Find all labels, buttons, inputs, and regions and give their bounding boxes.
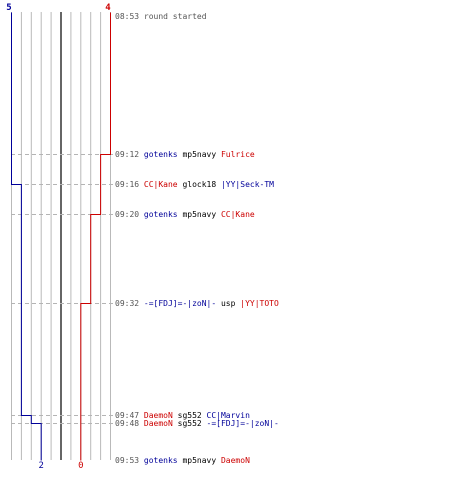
event-time: 09:53 bbox=[115, 456, 144, 465]
red-team-line bbox=[80, 12, 111, 461]
event-time: 09:12 bbox=[115, 150, 144, 159]
event-text-part: CC|Marvin bbox=[207, 411, 251, 420]
blue-team-line bbox=[11, 12, 42, 461]
event-row: 09:16 CC|Kane glock18 |YY|Seck-TM bbox=[115, 180, 274, 189]
event-text-part: sg552 bbox=[173, 419, 207, 428]
event-row: 09:48 DaemoN sg552 -=[FDJ]=-|zoN|- bbox=[115, 419, 279, 428]
team-count-labels: 5 2 4 0 bbox=[6, 3, 111, 471]
event-time: 09:48 bbox=[115, 419, 144, 428]
event-text-part: |YY|TOTO bbox=[240, 299, 279, 308]
event-row: 09:47 DaemoN sg552 CC|Marvin bbox=[115, 411, 250, 420]
event-text-part: mp5navy bbox=[178, 456, 221, 465]
red-start-count: 4 bbox=[105, 3, 111, 13]
event-text-part: gotenks bbox=[144, 210, 178, 219]
event-row: 08:53 round started bbox=[115, 12, 207, 21]
event-time: 09:47 bbox=[115, 411, 144, 420]
event-text-part: mp5navy bbox=[178, 150, 221, 159]
event-text-part: glock18 bbox=[178, 180, 221, 189]
event-text-part: CC|Kane bbox=[144, 180, 178, 189]
event-text-part: gotenks bbox=[144, 456, 178, 465]
event-time: 09:32 bbox=[115, 299, 144, 308]
event-time: 09:20 bbox=[115, 210, 144, 219]
event-text-part: usp bbox=[216, 299, 240, 308]
event-text-part: DaemoN bbox=[144, 419, 173, 428]
event-list: 08:53 round started 09:12 gotenks mp5navy… bbox=[115, 12, 279, 465]
blue-end-count: 2 bbox=[38, 461, 43, 471]
event-text-part: sg552 bbox=[173, 411, 207, 420]
team-series-lines bbox=[11, 12, 111, 461]
event-row: 09:20 gotenks mp5navy CC|Kane bbox=[115, 210, 255, 219]
event-text-part: mp5navy bbox=[178, 210, 221, 219]
event-text-part: Fulrice bbox=[221, 150, 255, 159]
event-time: 08:53 bbox=[115, 12, 144, 21]
event-text-part: gotenks bbox=[144, 150, 178, 159]
event-text-part: -=[FDJ]=-|zoN|- bbox=[207, 419, 279, 428]
event-text-part: round started bbox=[144, 12, 207, 21]
timeline-grid bbox=[11, 12, 111, 460]
event-text-part: DaemoN bbox=[221, 456, 250, 465]
event-time: 09:16 bbox=[115, 180, 144, 189]
event-row: 09:53 gotenks mp5navy DaemoN bbox=[115, 456, 250, 465]
red-end-count: 0 bbox=[78, 461, 83, 471]
event-text-part: DaemoN bbox=[144, 411, 173, 420]
blue-start-count: 5 bbox=[6, 3, 11, 13]
event-row: 09:12 gotenks mp5navy Fulrice bbox=[115, 150, 255, 159]
event-text-part: |YY|Seck-TM bbox=[221, 180, 274, 189]
event-text-part: -=[FDJ]=-|zoN|- bbox=[144, 299, 216, 308]
event-row: 09:32 -=[FDJ]=-|zoN|- usp |YY|TOTO bbox=[115, 299, 279, 308]
event-text-part: CC|Kane bbox=[221, 210, 255, 219]
